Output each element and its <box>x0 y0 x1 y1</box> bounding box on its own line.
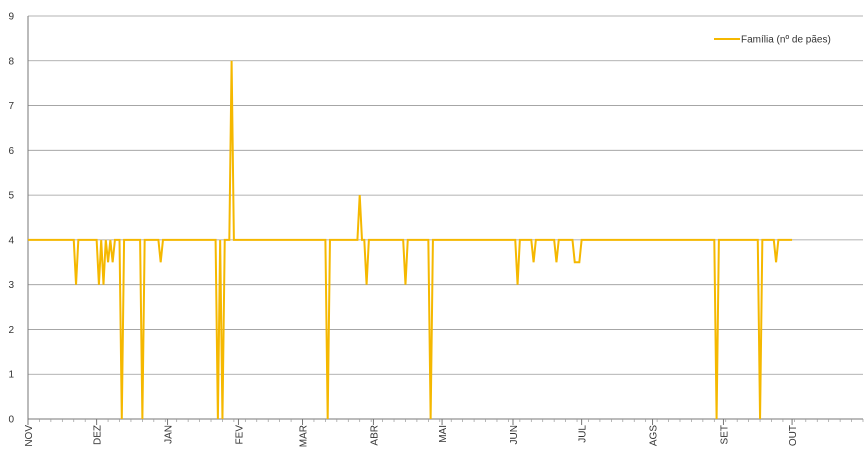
x-tick-label: MAI <box>438 425 449 443</box>
y-tick-label: 9 <box>8 12 14 23</box>
x-axis: NOV DEZ JAN FEV MAR ABR MAI JUN JUL AGS SET OUT <box>24 16 864 447</box>
series-layer <box>28 60 793 420</box>
y-axis-ticks: 0 1 2 3 4 5 6 7 8 9 <box>8 12 14 426</box>
x-tick-label: SET <box>719 425 730 444</box>
legend: Família (nº de pães) <box>714 35 831 46</box>
y-tick-label: 3 <box>8 280 14 291</box>
x-tick-label: OUT <box>788 425 799 446</box>
y-tick-label: 1 <box>8 370 14 381</box>
y-tick-label: 4 <box>8 235 14 246</box>
x-tick-label: JAN <box>164 425 175 444</box>
y-tick-label: 2 <box>8 325 14 336</box>
x-tick-label: NOV <box>24 425 35 447</box>
x-tick-label: JUL <box>578 425 589 443</box>
x-tick-label: MAR <box>299 425 310 447</box>
legend-label: Família (nº de pães) <box>741 35 831 46</box>
y-tick-label: 8 <box>8 56 14 67</box>
y-tick-label: 6 <box>8 146 14 157</box>
x-tick-label: JUN <box>509 425 520 444</box>
x-tick-label: DEZ <box>93 425 104 445</box>
y-tick-label: 0 <box>8 415 14 426</box>
y-tick-label: 7 <box>8 101 14 112</box>
x-tick-label: ABR <box>369 425 380 446</box>
grid-lines <box>28 15 863 375</box>
x-tick-label: AGS <box>649 425 660 446</box>
series-line-0 <box>28 60 793 420</box>
y-tick-label: 5 <box>8 191 14 202</box>
x-tick-label: FEV <box>234 425 245 445</box>
